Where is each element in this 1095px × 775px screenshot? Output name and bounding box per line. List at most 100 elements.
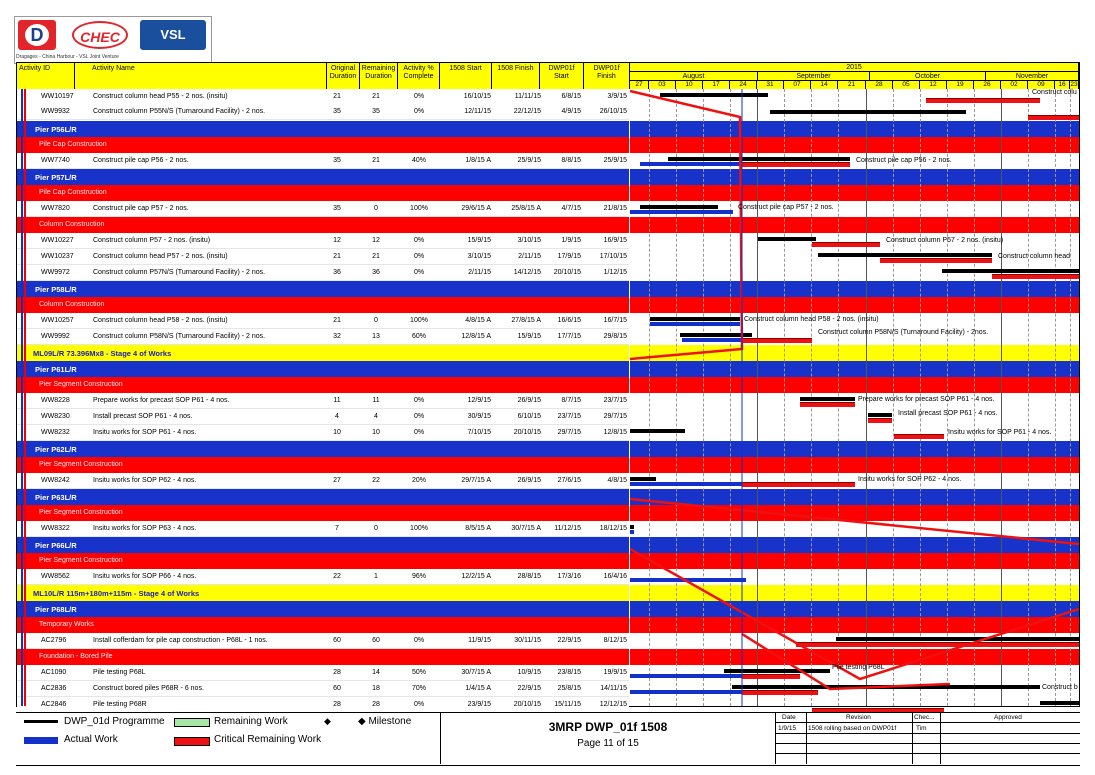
critical-bar[interactable] (812, 708, 944, 713)
finish-date: 20/10/15 (513, 429, 541, 436)
dwp-bar[interactable] (668, 157, 850, 161)
actual-bar[interactable] (630, 690, 742, 694)
wbs-pier-header[interactable]: Pier P57L/R (17, 169, 629, 185)
activity-row[interactable]: WW8230 Install precast SOP P61 - 4 nos. 4 4… (17, 409, 629, 425)
actual-bar[interactable] (630, 578, 746, 582)
activity-id: WW8232 (41, 429, 70, 436)
header-original-duration[interactable]: Original Duration (327, 63, 360, 89)
dwp-bar[interactable] (836, 637, 1079, 641)
actual-bar[interactable] (630, 530, 634, 534)
activity-row[interactable]: WW8562 Insitu works for SOP P66 - 4 nos. 2… (17, 569, 629, 585)
wbs-pier-header[interactable]: Pier P63L/R (17, 489, 629, 505)
critical-bar[interactable] (926, 98, 1040, 103)
wbs-pier-header[interactable]: Pier P68L/R (17, 601, 629, 617)
remaining-duration: 0 (374, 525, 378, 532)
header-activity-name[interactable]: Activity Name (75, 63, 327, 89)
dwp-bar[interactable] (770, 110, 966, 114)
wbs-stage-header[interactable]: ML10L/R 115m+180m+115m - Stage 4 of Work… (17, 585, 629, 601)
activity-row[interactable]: WW10237 Construct column head P57 - 2 nos… (17, 249, 629, 265)
critical-bar[interactable] (796, 642, 1079, 647)
wbs-subgroup-header[interactable]: Column Construction (17, 297, 629, 313)
critical-bar[interactable] (742, 162, 850, 167)
wbs-pier-header[interactable]: Pier P61L/R (17, 361, 629, 377)
actual-bar[interactable] (630, 674, 742, 678)
activity-row[interactable]: AC2846 Pile testing P68R 28 28 0% 23/9/15 20/1… (17, 697, 629, 713)
wbs-pier-header[interactable]: Pier P66L/R (17, 537, 629, 553)
activity-row[interactable]: WW10257 Construct column head P58 - 2 nos… (17, 313, 629, 329)
actual-bar[interactable] (650, 322, 740, 326)
remaining-duration: 11 (372, 397, 380, 404)
header-1508-finish[interactable]: 1508 Finish (492, 63, 540, 89)
actual-bar[interactable] (640, 162, 742, 166)
activity-row[interactable]: WW8232 Insitu works for SOP P61 - 4 nos. 1… (17, 425, 629, 441)
header-activity-id[interactable]: Activity ID (17, 63, 75, 89)
activity-row[interactable]: WW10197 Construct column head P55 - 2 nos… (17, 89, 629, 105)
critical-bar[interactable] (742, 482, 855, 487)
wbs-subgroup-header[interactable]: Temporary Works (17, 617, 629, 633)
header-dwp-start[interactable]: DWP01f Start (540, 63, 584, 89)
wbs-stage-header[interactable]: ML09L/R 73.396Mx8 - Stage 4 of Works (17, 345, 629, 361)
activity-row[interactable]: WW7740 Construct pile cap P56 - 2 nos. 35 2… (17, 153, 629, 169)
activity-id: WW10197 (41, 93, 74, 100)
wbs-pier-header[interactable]: Pier P56L/R (17, 121, 629, 137)
critical-bar[interactable] (742, 690, 818, 695)
dwp-bar[interactable] (660, 93, 768, 97)
dwp-bar[interactable] (650, 317, 740, 321)
critical-bar[interactable] (742, 338, 812, 343)
dwp-bar[interactable] (800, 397, 855, 401)
critical-bar[interactable] (992, 274, 1079, 279)
header-remaining-duration[interactable]: Remaining Duration (360, 63, 398, 89)
activity-row[interactable]: AC2836 Construct bored piles P68R - 6 nos… (17, 681, 629, 697)
activity-id: WW8228 (41, 397, 70, 404)
activity-row[interactable]: WW8242 Insitu works for SOP P62 - 4 nos. 2… (17, 473, 629, 489)
activity-row[interactable]: WW9972 Construct column P57N/S (Turnaroun… (17, 265, 629, 281)
critical-bar[interactable] (868, 418, 892, 423)
dwp-bar[interactable] (942, 269, 1079, 273)
wbs-subgroup-header[interactable]: Pile Cap Construction (17, 185, 629, 201)
wbs-subgroup-header[interactable]: Foundation - Bored Pile (17, 649, 629, 665)
week-header: 03 (649, 81, 676, 89)
wbs-subgroup-header[interactable]: Column Construction (17, 217, 629, 233)
dwp-bar[interactable] (758, 237, 816, 241)
dwp-bar[interactable] (818, 253, 992, 257)
critical-bar[interactable] (742, 674, 800, 679)
actual-bar[interactable] (630, 210, 733, 214)
activity-row[interactable]: WW7820 Construct pile cap P57 - 2 nos. 35 0… (17, 201, 629, 217)
critical-bar[interactable] (800, 402, 855, 407)
dwp-bar[interactable] (724, 669, 830, 673)
dwp-bar[interactable] (630, 429, 685, 433)
original-duration: 21 (333, 253, 341, 260)
activity-row[interactable]: AC2796 Install cofferdam for pile cap con… (17, 633, 629, 649)
dwp-bar[interactable] (1040, 701, 1079, 705)
percent-complete: 40% (411, 157, 426, 164)
activity-row[interactable]: AC1090 Pile testing P68L 28 14 50% 30/7/15 A 1… (17, 665, 629, 681)
critical-bar[interactable] (812, 242, 880, 247)
dwp-bar[interactable] (640, 205, 718, 209)
activity-name: Construct column P55N/S (Turnaround Faci… (93, 108, 266, 115)
activity-row[interactable]: WW8228 Prepare works for precast SOP P61 … (17, 393, 629, 409)
critical-bar[interactable] (1028, 115, 1079, 120)
wbs-pier-header[interactable]: Pier P62L/R (17, 441, 629, 457)
activity-row[interactable]: WW9992 Construct column P58N/S (Turnaroun… (17, 329, 629, 345)
dwp-bar[interactable] (630, 477, 656, 481)
wbs-subgroup-header[interactable]: Pier Segment Construction (17, 377, 629, 393)
wbs-pier-header[interactable]: Pier P58L/R (17, 281, 629, 297)
activity-row[interactable]: WW9932 Construct column P55N/S (Turnaroun… (17, 104, 629, 120)
actual-bar[interactable] (682, 338, 742, 342)
header-1508-start[interactable]: 1508 Start (440, 63, 492, 89)
critical-bar[interactable] (894, 434, 944, 439)
dwp-bar[interactable] (680, 333, 752, 337)
header-dwp-finish[interactable]: DWP01f Finish (584, 63, 630, 89)
activity-id: WW9972 (41, 269, 70, 276)
wbs-subgroup-header[interactable]: Pile Cap Construction (17, 137, 629, 153)
activity-row[interactable]: WW8322 Insitu works for SOP P63 - 4 nos. 7… (17, 521, 629, 537)
dwp-bar[interactable] (630, 525, 634, 529)
activity-row[interactable]: WW10227 Construct column P57 - 2 nos. (in… (17, 233, 629, 249)
dwp-bar[interactable] (868, 413, 892, 417)
wbs-subgroup-header[interactable]: Pier Segment Construction (17, 553, 629, 569)
wbs-subgroup-header[interactable]: Pier Segment Construction (17, 457, 629, 473)
header-percent-complete[interactable]: Activity % Complete (398, 63, 440, 89)
wbs-subgroup-header[interactable]: Pier Segment Construction (17, 505, 629, 521)
critical-bar[interactable] (880, 258, 992, 263)
actual-bar[interactable] (630, 482, 742, 486)
